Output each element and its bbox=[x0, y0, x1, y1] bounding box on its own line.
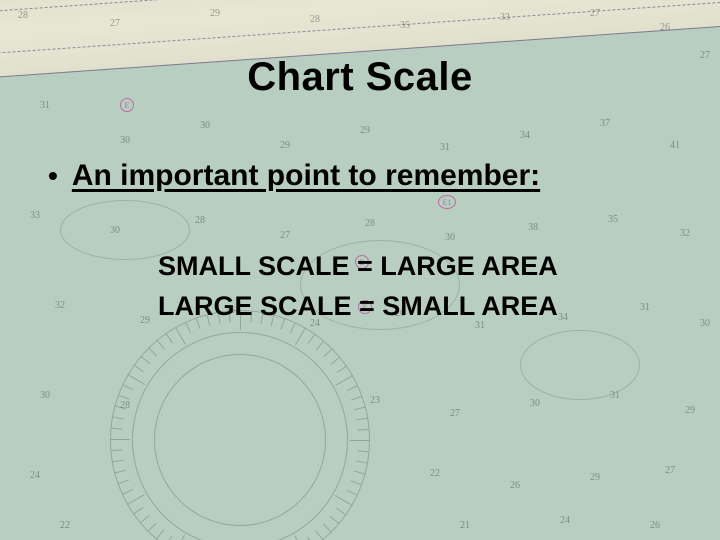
bullet-row: • An important point to remember: bbox=[40, 158, 680, 194]
scale-rules: SMALL SCALE = LARGE AREA LARGE SCALE = S… bbox=[40, 246, 680, 326]
slide-content: Chart Scale • An important point to reme… bbox=[0, 0, 720, 540]
bullet-text: An important point to remember: bbox=[72, 158, 540, 194]
bullet-marker: • bbox=[48, 158, 58, 194]
rule-line-1: SMALL SCALE = LARGE AREA bbox=[158, 246, 680, 286]
rule-line-2: LARGE SCALE = SMALL AREA bbox=[158, 286, 680, 326]
slide-title: Chart Scale bbox=[40, 55, 680, 100]
